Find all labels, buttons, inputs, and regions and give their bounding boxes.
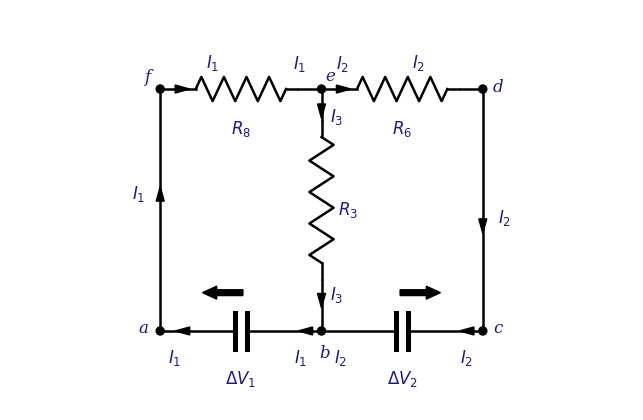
Text: $R_8$: $R_8$ [231,119,251,139]
Text: $I_3$: $I_3$ [331,285,344,304]
Text: $I_2$: $I_2$ [336,54,349,74]
Text: $I_2$: $I_2$ [412,53,425,73]
Text: a: a [138,320,148,337]
Circle shape [479,85,487,93]
Text: $I_1$: $I_1$ [168,348,181,368]
Text: $\Delta V_2$: $\Delta V_2$ [386,369,418,389]
Text: $I_1$: $I_1$ [132,184,145,204]
Circle shape [479,327,487,335]
Polygon shape [459,327,474,335]
Text: $I_2$: $I_2$ [460,348,473,368]
Text: $I_2$: $I_2$ [498,208,511,228]
Text: $I_2$: $I_2$ [334,348,347,368]
Polygon shape [479,219,487,234]
FancyArrow shape [400,286,440,299]
Text: $I_1$: $I_1$ [293,54,306,74]
Text: $I_1$: $I_1$ [294,348,307,368]
Polygon shape [298,327,312,335]
Polygon shape [318,104,325,118]
Text: c: c [493,320,502,337]
Circle shape [318,327,325,335]
Text: $I_3$: $I_3$ [331,107,344,127]
Text: f: f [144,69,150,86]
Polygon shape [318,294,325,308]
Text: $I_1$: $I_1$ [206,53,219,73]
Polygon shape [336,85,351,93]
Text: $R_6$: $R_6$ [392,119,412,139]
Polygon shape [175,85,190,93]
Circle shape [156,327,164,335]
Circle shape [318,85,325,93]
Text: b: b [320,345,330,362]
Polygon shape [175,327,190,335]
Text: e: e [325,68,336,85]
Polygon shape [156,186,164,201]
Circle shape [156,85,164,93]
Text: $R_3$: $R_3$ [338,200,358,220]
FancyArrow shape [203,286,243,299]
Text: d: d [493,79,503,95]
Text: $\Delta V_1$: $\Delta V_1$ [225,369,257,389]
